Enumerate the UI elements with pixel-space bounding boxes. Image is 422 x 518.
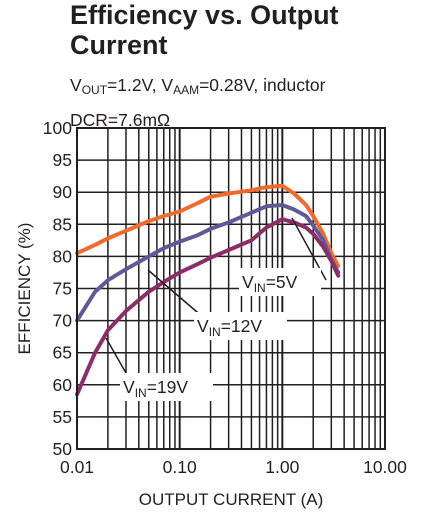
y-tick-label: 100 (43, 118, 72, 138)
series-label-vin-5v: VIN=5V (242, 272, 298, 295)
series-line-vin-12v (75, 203, 341, 323)
vaam-subscript: AAM (173, 83, 200, 97)
y-tick-label: 70 (53, 311, 73, 331)
series-line-vin-5v (75, 183, 341, 268)
chart-title-line1: Efficiency vs. Output (70, 0, 339, 30)
y-tick-label: 80 (53, 246, 73, 266)
chart-subtitle: VOUT=1.2V, VAAM=0.28V, inductor DCR=7.6m… (70, 70, 325, 135)
plot-frame (76, 127, 386, 450)
leader-line-vin-12v (147, 269, 205, 319)
series-line-vin-19v (75, 217, 341, 397)
tick-labels: 50 55 60 65 70 75 80 85 90 95 100 0.01 0.10 1.00 10.00 (43, 118, 407, 477)
vaam-symbol: V (161, 75, 174, 95)
x-tick-label: 0.10 (163, 457, 197, 477)
vout-subscript: OUT (81, 83, 108, 97)
x-tick-label: 0.01 (60, 457, 94, 477)
vout-symbol: V (70, 75, 82, 95)
chart-title-line2: Current (70, 30, 168, 60)
y-tick-label: 95 (53, 150, 72, 170)
y-tick-label: 55 (53, 407, 72, 427)
y-tick-label: 65 (53, 343, 72, 363)
x-tick-label: 10.00 (363, 457, 407, 477)
y-axis-label: EFFICIENCY (%) (15, 223, 34, 355)
y-tick-label: 75 (53, 279, 72, 299)
subtitle-line1: VOUT=1.2V, VAAM=0.28V, inductor (70, 70, 325, 105)
series-label-background (239, 268, 321, 296)
series-label-background (194, 312, 287, 340)
y-tick-label: 90 (53, 182, 73, 202)
subtitle-line2: DCR=7.6mΩ (70, 110, 171, 130)
x-axis-label: OUTPUT CURRENT (A) (139, 490, 324, 509)
y-tick-label: 60 (53, 375, 73, 395)
y-tick-label: 85 (53, 214, 72, 234)
x-tick-label: 1.00 (265, 457, 299, 477)
vout-value: =1.2V, (107, 75, 162, 95)
series-labels: VIN=5V VIN=12V VIN=19V (120, 268, 321, 401)
y-tick-label: 50 (53, 439, 73, 459)
series-label-background (120, 373, 213, 401)
vaam-value: =0.28V, inductor (199, 75, 326, 95)
series-label-vin-12v: VIN=12V (197, 316, 262, 339)
chart-title: Efficiency vs. Output Current (70, 0, 339, 60)
series-lines (75, 183, 341, 397)
series-label-vin-19v: VIN=19V (123, 377, 188, 400)
